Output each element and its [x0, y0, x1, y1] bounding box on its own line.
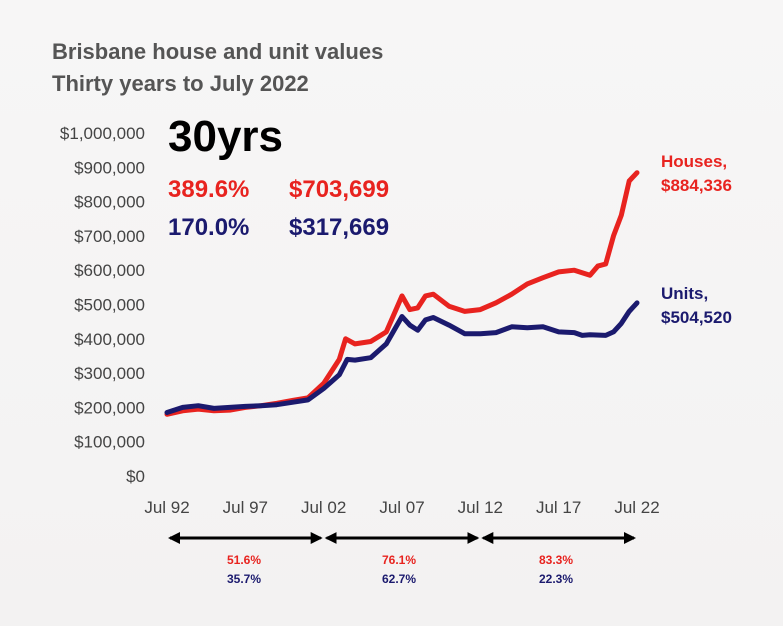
period-1-houses: 51.6%: [226, 553, 262, 567]
period-2-units: 62.7%: [381, 572, 417, 586]
period-1-growth: 51.6% 35.7%: [184, 551, 304, 589]
x-tick-label: Jul 02: [301, 498, 346, 517]
x-tick-label: Jul 97: [223, 498, 268, 517]
y-tick-label: $500,000: [74, 296, 145, 315]
y-tick-label: $900,000: [74, 158, 145, 177]
x-tick-label: Jul 17: [536, 498, 581, 517]
y-tick-label: $1,000,000: [60, 124, 145, 143]
y-tick-label: $100,000: [74, 433, 145, 452]
period-3-growth: 83.3% 22.3%: [496, 551, 616, 589]
series-lines: [164, 170, 640, 417]
x-axis-ticks: Jul 92 Jul 97 Jul 02 Jul 07 Jul 12 Jul 17 Jul …: [144, 498, 659, 517]
period-2-houses: 76.1%: [381, 553, 417, 567]
houses-growth-percent: 389.6%: [168, 176, 250, 203]
chart-title: Brisbane house and unit values: [52, 39, 384, 64]
houses-end-label: Houses, $884,336: [661, 150, 732, 198]
period-3-units: 22.3%: [538, 572, 574, 586]
x-tick-label: Jul 22: [614, 498, 659, 517]
units-final-value: $504,520: [661, 308, 732, 327]
y-tick-label: $700,000: [74, 227, 145, 246]
y-tick-label: $600,000: [74, 261, 145, 280]
chart-title-block: Brisbane house and unit values Thirty ye…: [52, 36, 383, 100]
series-line-units: [164, 300, 640, 415]
houses-final-value: $884,336: [661, 176, 732, 195]
units-growth-percent: 170.0%: [168, 214, 250, 241]
chart-subtitle: Thirty years to July 2022: [52, 71, 309, 96]
period-3-houses: 83.3%: [538, 553, 574, 567]
x-tick-label: Jul 12: [458, 498, 503, 517]
units-growth-dollars: $317,669: [289, 214, 390, 241]
houses-series-name: Houses,: [661, 152, 728, 171]
units-end-label: Units, $504,520: [661, 282, 732, 330]
y-axis-ticks: $0 $100,000 $200,000 $300,000 $400,000 $500,0…: [60, 124, 145, 486]
x-tick-label: Jul 92: [144, 498, 189, 517]
y-tick-label: $0: [126, 467, 145, 486]
period-2-growth: 76.1% 62.7%: [339, 551, 459, 589]
units-series-name: Units,: [661, 284, 709, 303]
period-label: 30yrs: [168, 112, 284, 161]
y-tick-label: $300,000: [74, 364, 145, 383]
y-tick-label: $400,000: [74, 330, 145, 349]
series-line-houses: [164, 170, 640, 417]
y-tick-label: $200,000: [74, 398, 145, 417]
period-1-units: 35.7%: [226, 572, 262, 586]
y-tick-label: $800,000: [74, 193, 145, 212]
x-tick-label: Jul 07: [379, 498, 424, 517]
houses-growth-dollars: $703,699: [289, 176, 390, 203]
